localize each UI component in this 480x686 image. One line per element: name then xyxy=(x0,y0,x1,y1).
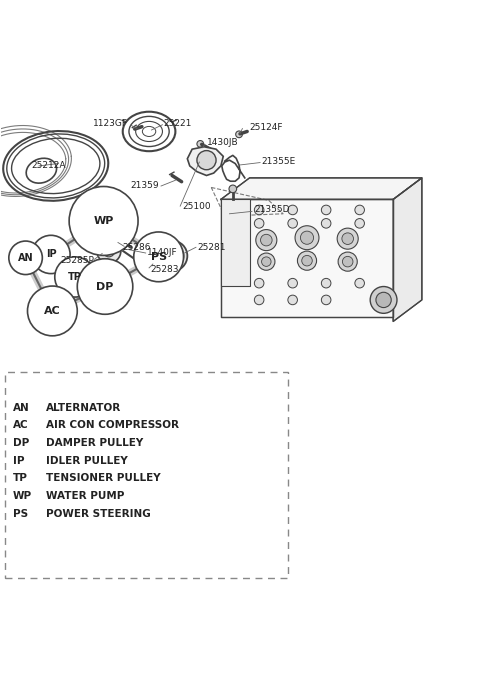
Text: AIR CON COMPRESSOR: AIR CON COMPRESSOR xyxy=(46,421,179,430)
Circle shape xyxy=(197,151,216,169)
Polygon shape xyxy=(187,147,223,176)
Text: TENSIONER PULLEY: TENSIONER PULLEY xyxy=(46,473,161,484)
Text: 21355E: 21355E xyxy=(262,156,296,165)
Circle shape xyxy=(77,259,133,314)
Text: TP: TP xyxy=(68,272,82,282)
Circle shape xyxy=(342,257,353,267)
Circle shape xyxy=(103,246,115,257)
Circle shape xyxy=(322,279,331,288)
Polygon shape xyxy=(393,178,422,322)
Circle shape xyxy=(254,295,264,305)
Text: AC: AC xyxy=(44,306,61,316)
Circle shape xyxy=(262,257,271,266)
Circle shape xyxy=(157,241,187,271)
Circle shape xyxy=(261,235,272,246)
Text: 21359: 21359 xyxy=(130,180,158,189)
Circle shape xyxy=(32,235,70,274)
Circle shape xyxy=(355,279,364,288)
Circle shape xyxy=(295,226,319,250)
Circle shape xyxy=(322,205,331,215)
Text: 25212A: 25212A xyxy=(32,161,66,170)
Circle shape xyxy=(322,295,331,305)
Text: WP: WP xyxy=(94,216,114,226)
Circle shape xyxy=(9,241,42,274)
Text: ALTERNATOR: ALTERNATOR xyxy=(46,403,121,412)
Text: 25286: 25286 xyxy=(123,243,151,252)
Circle shape xyxy=(256,230,277,250)
Polygon shape xyxy=(221,200,393,317)
Text: IDLER PULLEY: IDLER PULLEY xyxy=(46,456,128,466)
Circle shape xyxy=(288,279,298,288)
Circle shape xyxy=(302,255,312,266)
Text: POWER STEERING: POWER STEERING xyxy=(46,509,151,519)
Circle shape xyxy=(376,292,391,307)
Circle shape xyxy=(322,219,331,228)
Text: PS: PS xyxy=(151,252,167,262)
Circle shape xyxy=(298,251,317,270)
Text: 25285P: 25285P xyxy=(60,256,94,265)
Circle shape xyxy=(134,232,183,282)
Circle shape xyxy=(97,239,121,263)
Text: 25281: 25281 xyxy=(197,243,226,252)
Circle shape xyxy=(254,205,264,215)
Circle shape xyxy=(288,205,298,215)
Text: AN: AN xyxy=(12,403,29,412)
Text: PS: PS xyxy=(12,509,28,519)
Text: 25283: 25283 xyxy=(150,265,179,274)
Text: 25221: 25221 xyxy=(163,119,192,128)
Circle shape xyxy=(258,253,275,270)
Circle shape xyxy=(355,205,364,215)
Text: 25124F: 25124F xyxy=(250,123,283,132)
Text: AN: AN xyxy=(18,253,34,263)
Circle shape xyxy=(355,219,364,228)
Text: AC: AC xyxy=(12,421,28,430)
Circle shape xyxy=(254,219,264,228)
Circle shape xyxy=(370,287,397,314)
Circle shape xyxy=(300,231,313,244)
Polygon shape xyxy=(221,178,422,200)
Text: WATER PUMP: WATER PUMP xyxy=(46,491,124,501)
Circle shape xyxy=(236,131,242,138)
Text: DP: DP xyxy=(96,281,114,292)
Text: 1123GF: 1123GF xyxy=(93,119,128,128)
Circle shape xyxy=(254,279,264,288)
Circle shape xyxy=(229,185,237,193)
FancyBboxPatch shape xyxy=(5,372,288,578)
Text: 1140JF: 1140JF xyxy=(147,248,177,257)
Text: TP: TP xyxy=(12,473,27,484)
Text: 1430JB: 1430JB xyxy=(206,139,238,147)
Circle shape xyxy=(197,141,204,147)
Text: IP: IP xyxy=(12,456,24,466)
Text: WP: WP xyxy=(12,491,32,501)
Text: 21355D: 21355D xyxy=(254,205,290,215)
Text: IP: IP xyxy=(46,250,56,259)
Circle shape xyxy=(338,252,357,271)
Circle shape xyxy=(55,257,95,297)
Text: 25100: 25100 xyxy=(182,202,211,211)
Circle shape xyxy=(337,228,358,249)
Circle shape xyxy=(288,219,298,228)
Text: DP: DP xyxy=(12,438,29,448)
Polygon shape xyxy=(221,200,250,285)
Circle shape xyxy=(288,295,298,305)
Circle shape xyxy=(27,286,77,336)
Text: DAMPER PULLEY: DAMPER PULLEY xyxy=(46,438,144,448)
Circle shape xyxy=(342,233,353,244)
Circle shape xyxy=(165,249,179,263)
Circle shape xyxy=(69,187,138,255)
